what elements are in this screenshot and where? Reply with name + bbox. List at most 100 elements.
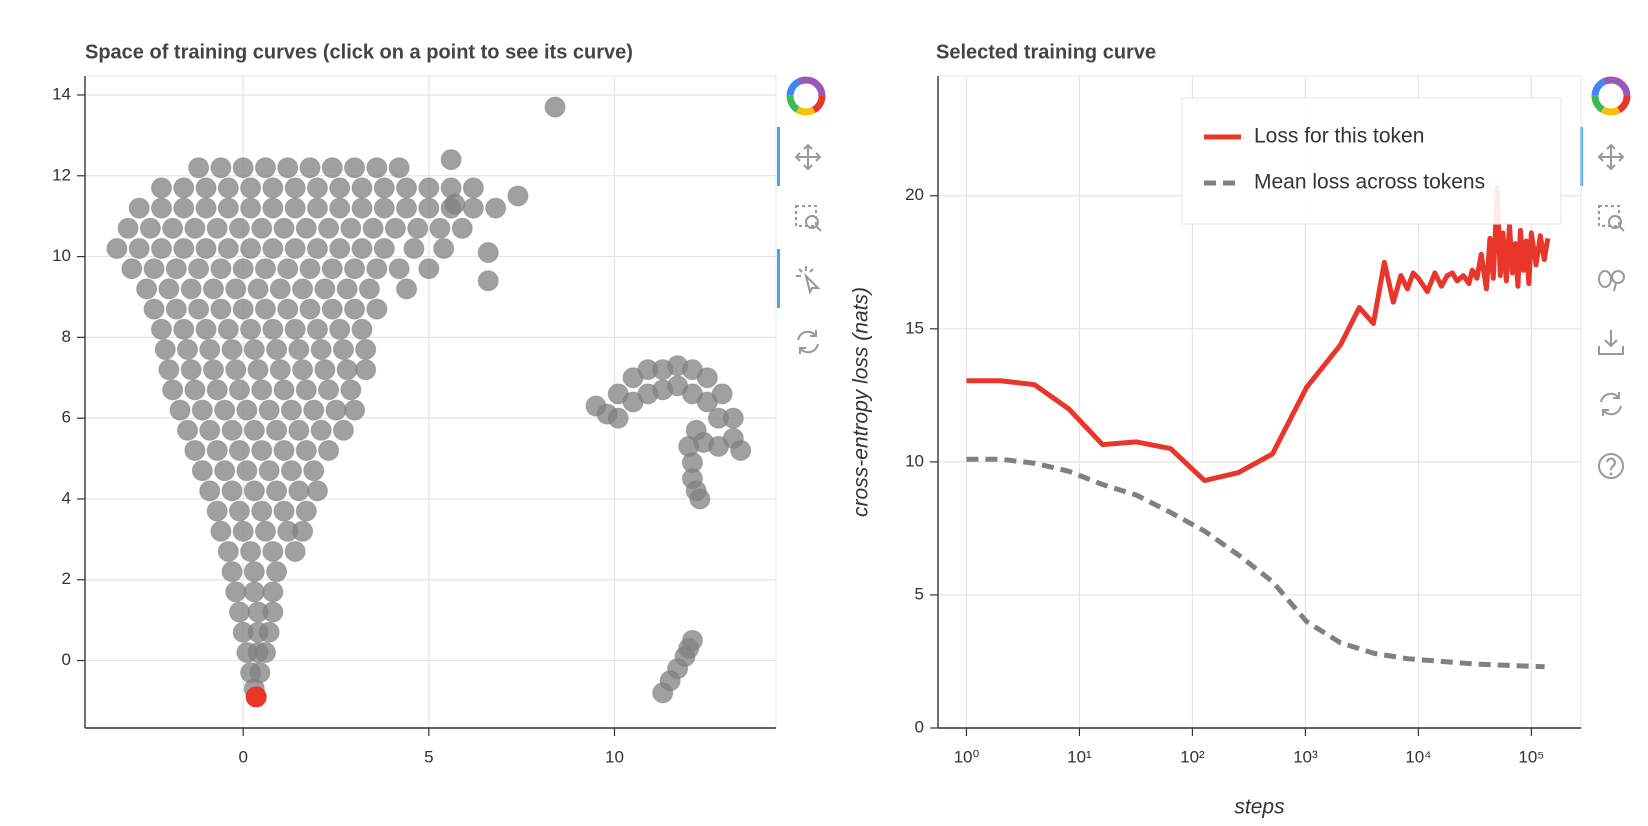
point <box>251 217 273 239</box>
point <box>299 298 321 320</box>
save-tool[interactable] <box>1598 330 1624 355</box>
point <box>355 359 377 381</box>
wheel-zoom-tool[interactable] <box>1598 270 1625 292</box>
point <box>277 157 299 179</box>
point <box>384 217 406 239</box>
point <box>266 480 288 502</box>
toolbar <box>1580 76 1631 479</box>
point <box>251 439 273 461</box>
reset-tool[interactable] <box>797 330 819 354</box>
pan-tool[interactable] <box>1597 143 1625 171</box>
point <box>221 561 243 583</box>
point <box>262 177 284 199</box>
point <box>730 439 752 461</box>
point <box>681 629 703 651</box>
point <box>243 419 265 441</box>
point <box>217 237 239 259</box>
point <box>462 197 484 219</box>
point <box>262 197 284 219</box>
point <box>228 439 250 461</box>
point <box>106 237 128 259</box>
point <box>288 338 310 360</box>
point <box>388 258 410 280</box>
data-layer <box>966 185 1551 670</box>
point <box>225 278 247 300</box>
point <box>217 540 239 562</box>
bokeh-logo <box>786 76 826 116</box>
y-axis-label: cross-entropy loss (nats) <box>850 287 873 517</box>
y-tick-label: 14 <box>52 84 71 103</box>
x-tick-label: 10⁵ <box>1518 747 1544 766</box>
point <box>288 480 310 502</box>
point <box>351 318 373 340</box>
active-indicator <box>777 249 780 308</box>
legend-box <box>1181 97 1562 225</box>
point <box>477 270 499 292</box>
point <box>258 621 280 643</box>
x-tick-label: 10² <box>1180 747 1205 766</box>
point <box>228 601 250 623</box>
toolbar <box>777 76 826 354</box>
point <box>314 359 336 381</box>
point <box>251 379 273 401</box>
point <box>288 419 310 441</box>
point <box>273 379 295 401</box>
point <box>355 338 377 360</box>
point <box>314 278 336 300</box>
point <box>210 520 232 542</box>
x-tick-label: 0 <box>238 747 247 766</box>
point <box>240 318 262 340</box>
point <box>228 500 250 522</box>
reset-tool[interactable] <box>1600 392 1622 416</box>
point <box>321 157 343 179</box>
point <box>210 157 232 179</box>
point <box>373 177 395 199</box>
point <box>284 318 306 340</box>
point <box>306 237 328 259</box>
point <box>176 419 198 441</box>
point <box>251 500 273 522</box>
point <box>206 217 228 239</box>
point <box>199 338 221 360</box>
plot: Space of training curves (click on a poi… <box>52 41 777 766</box>
point <box>247 278 269 300</box>
point <box>162 217 184 239</box>
x-tick-label: 5 <box>424 747 433 766</box>
point <box>373 197 395 219</box>
point <box>139 217 161 239</box>
point <box>266 338 288 360</box>
tap-tool[interactable] <box>796 266 821 295</box>
point <box>180 278 202 300</box>
point <box>228 217 250 239</box>
x-tick-label: 10¹ <box>1067 747 1092 766</box>
pan-tool[interactable] <box>794 143 822 171</box>
point <box>188 157 210 179</box>
point <box>292 520 314 542</box>
point <box>332 419 354 441</box>
point <box>388 157 410 179</box>
point <box>418 258 440 280</box>
point <box>173 197 195 219</box>
point <box>321 298 343 320</box>
box-zoom-tool[interactable] <box>1598 205 1625 232</box>
point <box>366 298 388 320</box>
point <box>295 379 317 401</box>
point <box>340 217 362 239</box>
point <box>202 359 224 381</box>
help-tool[interactable] <box>1598 453 1624 479</box>
point <box>277 298 299 320</box>
point <box>318 217 340 239</box>
point <box>188 298 210 320</box>
point <box>254 258 276 280</box>
box-zoom-tool[interactable] <box>795 205 822 232</box>
point <box>306 177 328 199</box>
point <box>351 177 373 199</box>
point <box>336 359 358 381</box>
chart-title: Selected training curve <box>936 41 1156 63</box>
point <box>180 359 202 381</box>
y-tick-label: 4 <box>62 488 71 507</box>
point <box>217 197 239 219</box>
point <box>306 480 328 502</box>
point <box>310 419 332 441</box>
